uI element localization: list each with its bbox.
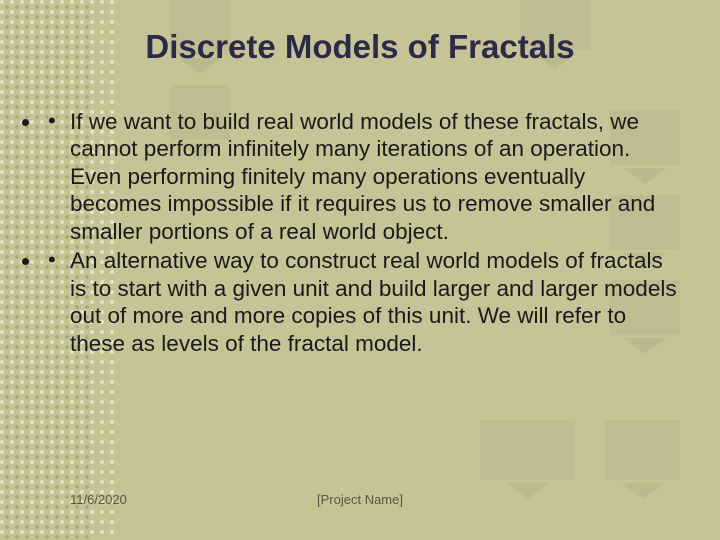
footer-date: 11/6/2020 [70, 492, 127, 507]
slide-title: Discrete Models of Fractals [0, 28, 720, 66]
slide: Discrete Models of Fractals If we want t… [0, 0, 720, 540]
footer-project: [Project Name] [317, 492, 403, 507]
slide-footer: 11/6/2020 [Project Name] [0, 492, 720, 512]
bullet-list: If we want to build real world models of… [42, 108, 682, 359]
bullet-item: An alternative way to construct real wor… [42, 247, 682, 357]
bullet-item: If we want to build real world models of… [42, 108, 682, 245]
